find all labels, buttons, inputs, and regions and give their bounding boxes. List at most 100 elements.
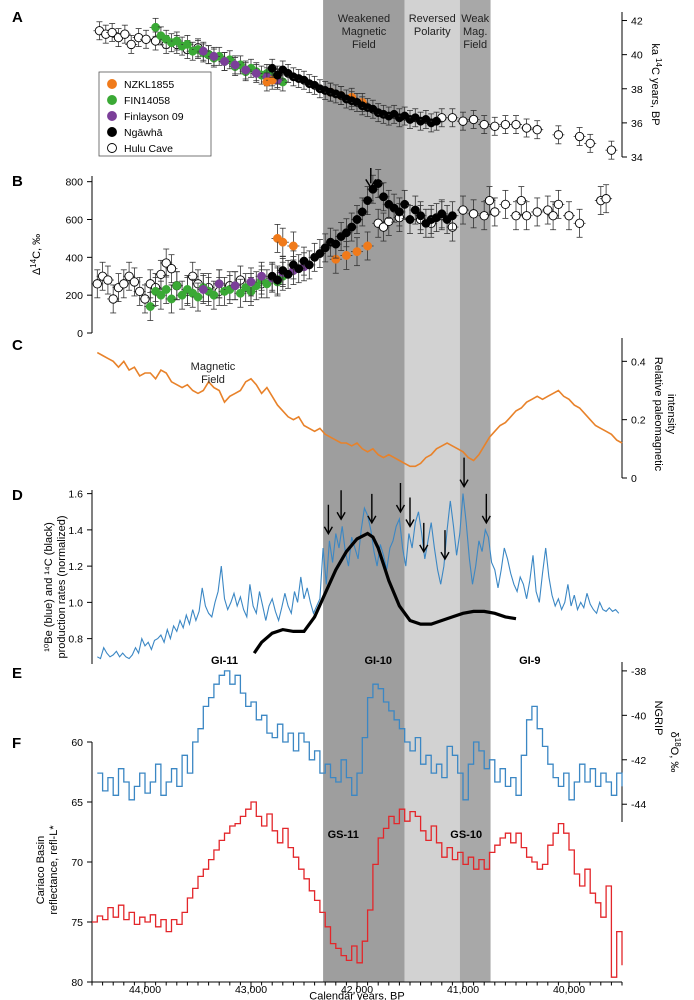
panel-A-point-finlayson-09-0 (198, 46, 208, 56)
panel-C-y-axis-tick-label-0: 0 (631, 473, 637, 485)
panel-E-y-axis-tick-label-2: -42 (631, 755, 646, 767)
legend-label-0: NZKL1855 (124, 79, 174, 91)
panel-B-point-nzkl1855-6 (363, 241, 373, 251)
x-tick-label-2: 42,000 (341, 984, 373, 996)
panel-A-point-ng-wh--31 (432, 116, 441, 126)
panel-D-y-axis-tick-label-3: 1.4 (68, 525, 83, 537)
panel-B-point-fin14058-12 (209, 290, 219, 300)
panel-A-point-hulu-cave-22 (521, 123, 532, 133)
panel-B-point-hulu-cave-37 (490, 207, 500, 217)
panel-F-y-label-0: Cariaco Basin (35, 836, 47, 904)
panel-B-point-finlayson-09-0 (198, 285, 208, 294)
panel-B-point-ng-wh--5 (294, 264, 304, 274)
panel-F-y-axis-tick-label-4: 80 (71, 977, 83, 989)
panel-B-point-ng-wh--26 (405, 215, 415, 224)
panel-D: 0.8 1.0 1.2 1.4 1.6 ¹⁰Be (blue) and ¹⁴C (blac… (43, 457, 620, 664)
panel-F-y-axis-tick-label-2: 70 (71, 857, 83, 869)
panel-C-y-axis-tick-label-2: 0.4 (631, 356, 646, 368)
panel-B-point-ng-wh--1 (273, 275, 282, 285)
x-tick-label-0: 44,000 (129, 984, 161, 996)
legend-marker-4 (107, 143, 117, 153)
panel-B-point-hulu-cave-7 (129, 277, 140, 287)
panel-A-y-axis-tick-label-4: 42 (631, 16, 643, 28)
panel-A-point-hulu-cave-2 (107, 27, 117, 38)
panel-A-point-hulu-cave-19 (490, 121, 500, 131)
panel-B-point-hulu-cave-42 (532, 207, 542, 217)
panel-A-y-axis-tick-label-0: 34 (631, 152, 643, 164)
panel-D-arrow-7-head (459, 479, 469, 489)
panel-B-point-ng-wh--3 (283, 269, 293, 279)
panel-B-point-hulu-cave-3 (108, 294, 118, 304)
panel-D-arrow-5-head (419, 544, 429, 554)
panel-A-y-label-rest: C years, BP (649, 67, 661, 126)
band-label-1-1: Polarity (414, 26, 451, 38)
panel-A-y-label: ka 14C years, BP (649, 43, 664, 125)
panel-B-point-ng-wh--15 (347, 222, 357, 232)
legend-label-2: Finlayson 09 (124, 111, 184, 123)
legend-label-1: FIN14058 (124, 95, 170, 107)
panel-B-point-finlayson-09-3 (246, 277, 256, 287)
panel-A-y-axis-tick-label-3: 40 (631, 50, 643, 62)
panel-B-point-ng-wh--10 (320, 243, 330, 253)
panel-B-point-fin14058-5 (172, 281, 182, 291)
panel-B-point-ng-wh--24 (394, 207, 404, 217)
panel-B-point-hulu-cave-5 (119, 279, 129, 289)
panel-B-point-ng-wh--16 (352, 215, 362, 224)
panel-A-point-hulu-cave-26 (585, 138, 595, 149)
legend-marker-0 (107, 79, 117, 89)
panel-A-point-hulu-cave-21 (511, 119, 521, 130)
panel-C-intensity-line (96, 351, 623, 468)
panel-A-point-hulu-cave-7 (141, 34, 151, 44)
panel-A-point-fin14058-0 (151, 22, 161, 32)
panel-A-point-hulu-cave-20 (500, 119, 511, 130)
panel-letter-E: E (12, 665, 22, 682)
panel-F-event-1: GS-10 (450, 829, 482, 841)
panel-B-point-ng-wh--34 (447, 211, 457, 221)
panel-B-point-hulu-cave-12 (156, 269, 166, 280)
panel-A-y-axis-tick-label-1: 36 (631, 118, 643, 130)
panel-B-point-hulu-cave-47 (574, 218, 585, 228)
panel-F-y-axis-tick-label-1: 65 (71, 797, 83, 809)
panel-B-point-hulu-cave-13 (161, 258, 171, 268)
panel-E-event-2: GI-9 (519, 655, 540, 667)
panel-letter-A: A (12, 9, 23, 26)
panel-B-point-nzkl1855-2 (288, 241, 298, 251)
panel-B-y-label-rest: C, ‰ (31, 234, 43, 259)
panel-F: 60 65 70 75 80 GS-11 GS-10 Cariaco Basin reflect… (35, 737, 623, 989)
band-label-2-0: Weak (461, 13, 489, 25)
x-axis: 44,000 43,000 42,000 41,000 40,000 Calendar y… (91, 981, 623, 1000)
panel-B-point-hulu-cave-26 (378, 222, 389, 232)
panel-E-event-1: GI-10 (364, 655, 392, 667)
band-2 (459, 0, 491, 982)
panel-B-point-hulu-cave-40 (516, 195, 526, 206)
panel-B-point-fin14058-9 (193, 292, 203, 302)
panel-C-label-line-1: Field (201, 374, 225, 386)
panel-F-y-label-1: reflectance, refl-L* (48, 825, 60, 915)
panel-A-y-label-main: ka (649, 43, 661, 58)
panel-C-y-label-1: intensity (665, 394, 677, 435)
panel-D-arrow-6-head (440, 551, 450, 561)
panel-B-point-ng-wh--14 (341, 228, 351, 238)
band-label-0-0: Weakened (338, 13, 390, 25)
panel-B-y-axis-tick-label-0: 0 (77, 328, 83, 340)
panel-D-14c-line (252, 531, 517, 655)
panel-B-point-ng-wh--17 (357, 207, 367, 217)
legend-marker-3 (107, 127, 117, 137)
panel-D-y-axis-tick-label-0: 0.8 (68, 634, 83, 646)
panel-D-arrow-8-head (481, 515, 491, 525)
legend: NZKL1855 FIN14058 Finlayson 09 Ngāwhā Hulu C… (98, 71, 212, 157)
panel-D-y-axis-tick-label-2: 1.2 (68, 561, 83, 573)
panel-B-point-hulu-cave-6 (124, 271, 134, 281)
shaded-bands (323, 0, 491, 982)
panel-A-point-hulu-cave-24 (553, 130, 564, 140)
panel-B-point-ng-wh--25 (400, 199, 410, 209)
legend-marker-1 (107, 95, 117, 105)
panel-B-point-hulu-cave-36 (484, 195, 495, 206)
panel-B-point-ng-wh--21 (379, 192, 388, 202)
panel-A-point-finlayson-09-3 (230, 60, 240, 70)
panel-A-point-hulu-cave-27 (606, 145, 617, 155)
panel-B-point-ng-wh--32 (437, 209, 447, 219)
panel-B-point-hulu-cave-43 (543, 205, 553, 215)
panel-B-point-hulu-cave-46 (564, 211, 574, 221)
